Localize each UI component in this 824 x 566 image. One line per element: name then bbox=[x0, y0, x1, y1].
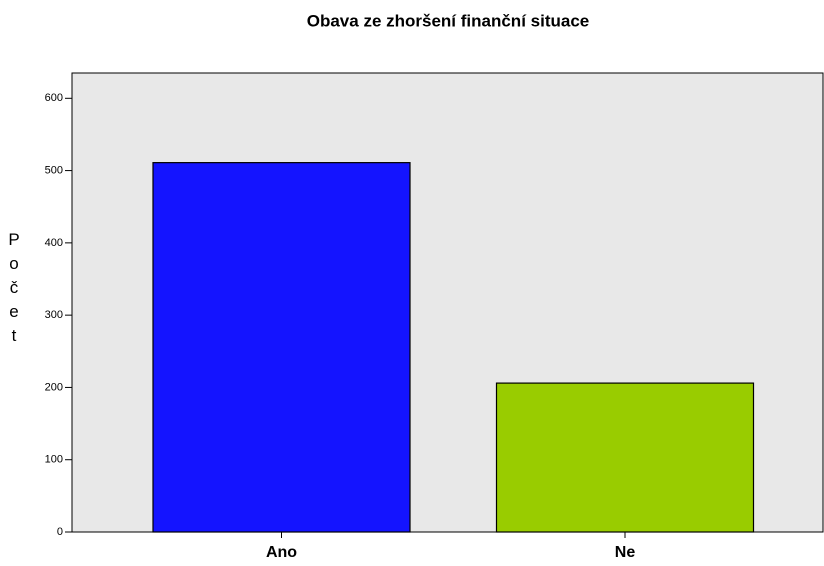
y-tick-label: 400 bbox=[45, 237, 63, 249]
y-tick-label: 0 bbox=[57, 526, 63, 538]
y-tick-label: 300 bbox=[45, 309, 63, 321]
bar bbox=[152, 162, 411, 533]
x-tick-label: Ne bbox=[615, 544, 636, 561]
bar bbox=[495, 382, 755, 533]
y-tick-label: 500 bbox=[45, 164, 63, 176]
y-tick-label: 200 bbox=[45, 381, 63, 393]
chart-title: Obava ze zhoršení finanční situace bbox=[307, 11, 589, 30]
y-tick-label: 600 bbox=[45, 92, 63, 104]
y-tick-label: 100 bbox=[45, 454, 63, 466]
x-tick-label: Ano bbox=[266, 544, 297, 561]
y-axis-label: Počet bbox=[8, 230, 20, 345]
